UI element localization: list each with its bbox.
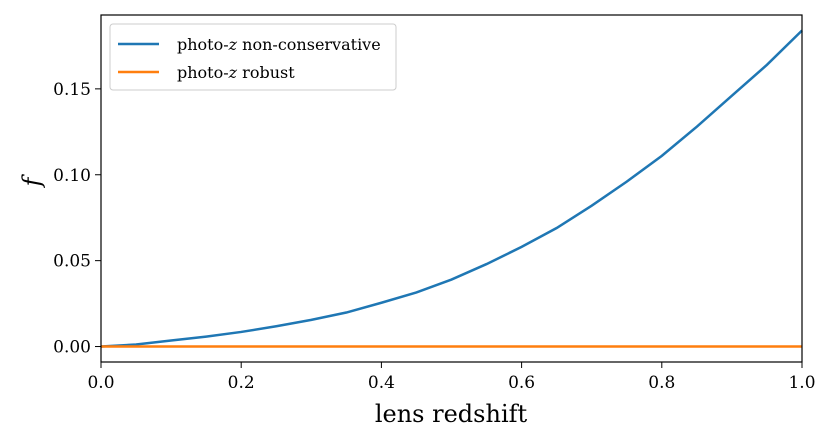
x-tick-label: 0.8 <box>648 373 675 393</box>
x-tick-label: 0.2 <box>228 373 255 393</box>
x-tick-label: 0.6 <box>508 373 535 393</box>
y-tick-label: 0.05 <box>53 252 91 272</box>
x-tick-label: 0.0 <box>87 373 114 393</box>
x-tick-label: 0.4 <box>368 373 395 393</box>
legend-label-robust: photo-z robust <box>177 63 295 82</box>
series-layer <box>100 29 803 348</box>
x-axis: 0.0 0.2 0.4 0.6 0.8 1.0 <box>87 362 816 393</box>
legend-label-non-conservative: photo-z non-conservative <box>177 35 381 54</box>
legend-box <box>109 23 397 91</box>
y-axis-label: f <box>18 173 46 188</box>
legend: photo-z non-conservative photo-z robust <box>109 23 397 91</box>
y-tick-label: 0.00 <box>53 338 91 358</box>
y-tick-label: 0.10 <box>53 166 91 186</box>
plot-frame <box>100 14 803 363</box>
x-tick-label: 1.0 <box>788 373 815 393</box>
series-line-non-conservative <box>100 29 803 348</box>
y-axis: 0.00 0.05 0.10 0.15 <box>53 80 101 358</box>
y-tick-label: 0.15 <box>53 80 91 100</box>
x-axis-label: lens redshift <box>375 400 528 428</box>
